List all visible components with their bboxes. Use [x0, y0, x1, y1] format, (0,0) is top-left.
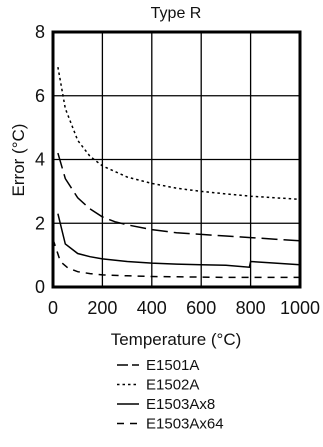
legend-label: E1502A: [146, 377, 199, 394]
y-axis-label: Error (°C): [9, 124, 28, 197]
grid: [53, 32, 300, 287]
series-line-1: [57, 152, 301, 242]
y-tick-label: 4: [35, 150, 45, 170]
x-axis-label: Temperature (°C): [111, 330, 242, 349]
y-tick-label: 8: [35, 22, 45, 42]
plot-frame: [51, 30, 302, 289]
legend-label: E1503Ax8: [146, 396, 215, 413]
x-tick-labels: 0 200 400 600 800 1000: [48, 298, 320, 318]
x-tick-label: 400: [137, 298, 167, 318]
x-tick-label: 0: [48, 298, 58, 318]
series-line-2: [57, 66, 301, 201]
y-tick-label: 6: [35, 86, 45, 106]
series-line-3: [57, 213, 301, 269]
y-tick-label: 2: [35, 213, 45, 233]
series-lines: [52, 66, 301, 279]
x-tick-label: 1000: [280, 298, 320, 318]
x-tick-label: 800: [236, 298, 266, 318]
x-tick-label: 600: [186, 298, 216, 318]
legend-label: E1501A: [146, 357, 199, 374]
y-tick-labels: 0 2 4 6 8: [35, 22, 45, 297]
x-tick-label: 200: [87, 298, 117, 318]
series-line-4: [52, 238, 300, 279]
chart-title: Type R: [151, 5, 202, 22]
legend-label: E1503Ax64: [146, 416, 224, 433]
y-tick-label: 0: [35, 277, 45, 297]
legend: E1501A E1502A E1503Ax8 E1503Ax64: [117, 357, 224, 433]
